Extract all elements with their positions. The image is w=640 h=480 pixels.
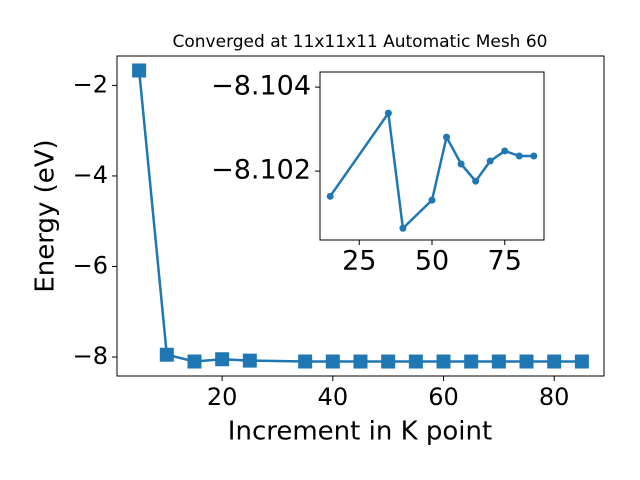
- chart-title: Converged at 11x11x11 Automatic Mesh 60: [173, 32, 548, 52]
- point: [436, 354, 451, 369]
- point: [530, 152, 538, 160]
- point: [408, 354, 423, 369]
- point: [381, 354, 396, 369]
- point: [547, 354, 562, 369]
- x-tick-label: 40: [318, 383, 349, 411]
- point: [457, 160, 465, 168]
- point: [326, 192, 334, 200]
- x-tick-label: 50: [415, 246, 449, 277]
- point: [515, 152, 523, 160]
- x-tick-label: 75: [488, 246, 522, 277]
- plot-area: [319, 71, 545, 241]
- x-tick-label: 20: [207, 383, 238, 411]
- point: [298, 354, 313, 369]
- point: [472, 177, 480, 185]
- point: [501, 147, 509, 155]
- point: [428, 196, 436, 204]
- y-tick-label: −2: [73, 70, 108, 98]
- y-axis-label: Energy (eV): [31, 139, 61, 292]
- point: [399, 224, 407, 232]
- point: [574, 354, 589, 369]
- point: [464, 354, 479, 369]
- point: [519, 354, 534, 369]
- point: [242, 353, 257, 368]
- point: [159, 347, 174, 362]
- y-tick-label: −6: [73, 251, 108, 279]
- point: [215, 352, 230, 367]
- point: [443, 133, 451, 141]
- series-line: [137, 70, 582, 363]
- x-tick-label: 80: [539, 383, 570, 411]
- point: [353, 354, 368, 369]
- x-tick-label: 60: [428, 383, 459, 411]
- x-axis-label: Increment in K point: [228, 417, 492, 447]
- point: [132, 63, 147, 78]
- y-tick-label: −4: [73, 161, 108, 189]
- point: [384, 109, 392, 117]
- y-tick-label: −8.102: [211, 155, 311, 186]
- point: [187, 354, 202, 369]
- point: [491, 354, 506, 369]
- y-tick-label: −8.104: [211, 71, 311, 102]
- y-tick-label: −8: [73, 342, 108, 370]
- x-tick-label: 25: [342, 246, 376, 277]
- point: [486, 157, 494, 165]
- point: [325, 354, 340, 369]
